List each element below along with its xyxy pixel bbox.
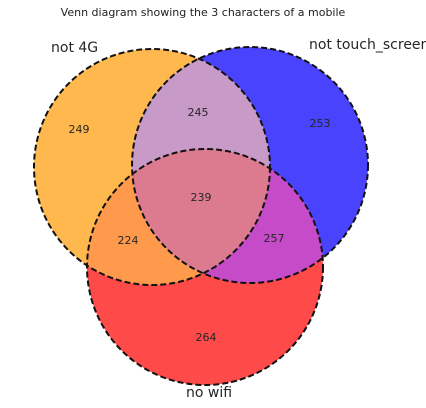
region-b-only-count: 253 [310, 117, 331, 130]
set-c-label: no wifi [186, 385, 232, 401]
set-b-outline [131, 46, 369, 284]
region-a-only-count: 249 [69, 123, 90, 136]
set-a-label: not 4G [51, 40, 98, 56]
diagram-title: Venn diagram showing the 3 characters of… [60, 6, 346, 19]
region-ab-count: 245 [188, 106, 209, 119]
set-a-outline [33, 48, 271, 286]
set-b-label: not touch_screen [309, 37, 426, 53]
region-ac-count: 224 [118, 234, 139, 247]
set-c-outline [86, 148, 324, 386]
region-bc-count: 257 [264, 232, 285, 245]
region-c-only-count: 264 [196, 331, 217, 344]
region-abc-count: 239 [191, 191, 212, 204]
